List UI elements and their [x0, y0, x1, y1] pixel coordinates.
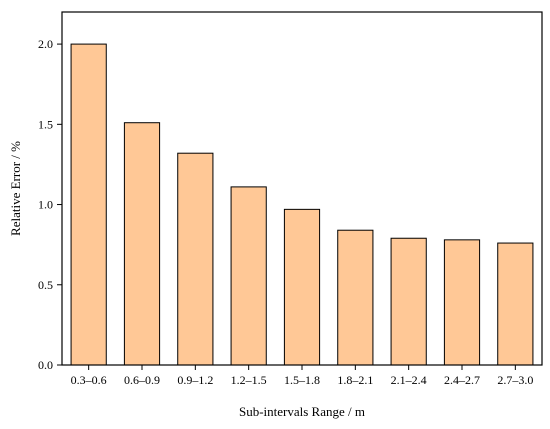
- bar-9: [497, 242, 534, 366]
- plot-frame: [61, 11, 543, 366]
- x-axis-title: Sub-intervals Range / m: [239, 404, 365, 419]
- bar-2: [123, 122, 161, 366]
- x-axis-ticks: 0.3–0.6 0.6–0.9 0.9–1.2 1.2–1.5 1.5–1.8 1.8–2…: [71, 365, 533, 387]
- x-tick-label: 2.4–2.7: [444, 373, 480, 387]
- x-tick-label: 2.7–3.0: [497, 373, 533, 387]
- bar-4: [230, 186, 267, 366]
- bar-3: [177, 152, 214, 366]
- x-tick-label: 2.1–2.4: [391, 373, 427, 387]
- bar-7: [390, 237, 427, 366]
- x-tick-label: 1.8–2.1: [337, 373, 373, 387]
- y-axis-title: Relative Error / %: [8, 141, 23, 236]
- x-tick-label: 0.9–1.2: [177, 373, 213, 387]
- x-tick-label: 0.6–0.9: [124, 373, 160, 387]
- y-tick-label: 2.0: [38, 37, 53, 51]
- bar-5: [283, 208, 321, 366]
- bar-1: [70, 43, 107, 366]
- x-tick-label: 1.5–1.8: [284, 373, 320, 387]
- x-tick-label: 0.3–0.6: [71, 373, 107, 387]
- bar-6: [337, 229, 374, 366]
- bars-group: [70, 43, 534, 366]
- y-axis-ticks: 0.0 0.5 1.0 1.5 2.0: [38, 37, 62, 372]
- y-tick-label: 0.5: [38, 278, 53, 292]
- y-tick-label: 1.0: [38, 198, 53, 212]
- y-tick-label: 1.5: [38, 117, 53, 131]
- bar-8: [443, 239, 481, 366]
- x-tick-label: 1.2–1.5: [231, 373, 267, 387]
- y-tick-label: 0.0: [38, 358, 53, 372]
